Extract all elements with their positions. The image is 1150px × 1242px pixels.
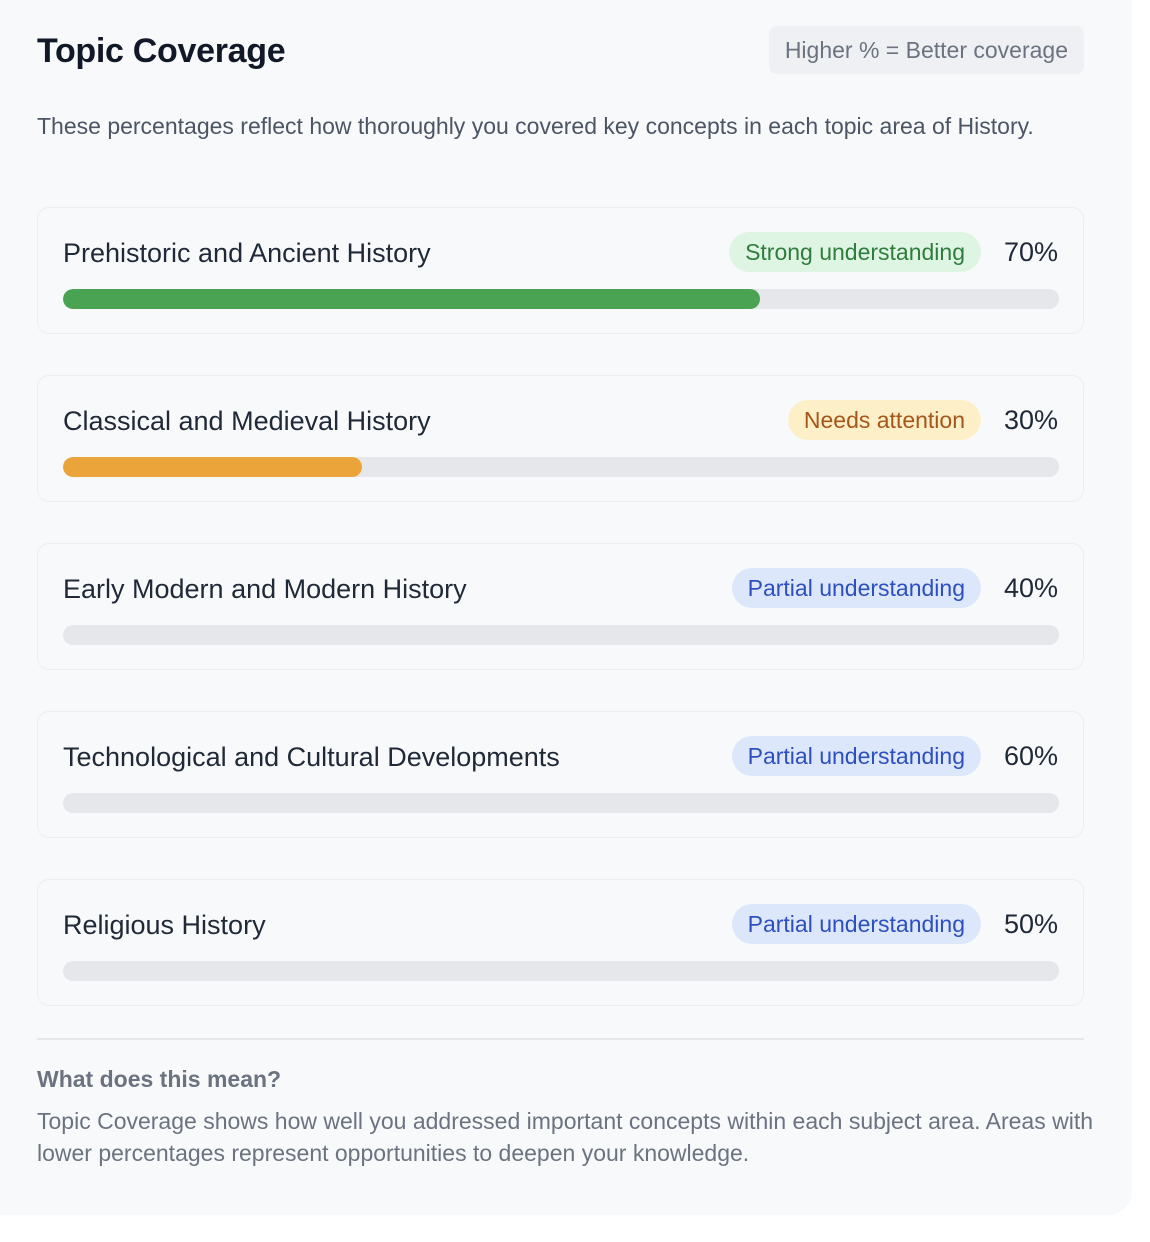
topic-percent: 60% xyxy=(1003,740,1058,771)
topic-name: Technological and Cultural Developments xyxy=(63,742,560,772)
topic-name: Religious History xyxy=(63,910,266,940)
page-title: Topic Coverage xyxy=(37,32,286,70)
topic-percent: 70% xyxy=(1003,236,1058,267)
topic-meta: Partial understanding 50% xyxy=(731,904,1058,944)
topic-name: Classical and Medieval History xyxy=(63,406,431,436)
topic-card: Religious History Partial understanding … xyxy=(37,879,1084,1006)
topic-meta: Strong understanding 70% xyxy=(729,232,1058,272)
panel-description: These percentages reflect how thoroughly… xyxy=(37,113,1034,139)
footer-divider xyxy=(37,1038,1084,1040)
footer-heading: What does this mean? xyxy=(37,1066,282,1092)
topic-name: Prehistoric and Ancient History xyxy=(63,238,431,268)
progress-track xyxy=(63,289,1059,309)
panel-header: Topic Coverage Higher % = Better coverag… xyxy=(37,26,1084,74)
topic-card: Prehistoric and Ancient History Strong u… xyxy=(37,207,1084,334)
status-badge: Needs attention xyxy=(787,400,981,440)
topic-card: Technological and Cultural Developments … xyxy=(37,711,1084,838)
topic-meta: Partial understanding 60% xyxy=(731,736,1058,776)
topic-coverage-panel: Topic Coverage Higher % = Better coverag… xyxy=(37,26,1094,1166)
progress-track xyxy=(63,793,1059,813)
footer-text: Topic Coverage shows how well you addres… xyxy=(37,1108,1094,1166)
topic-meta: Needs attention 30% xyxy=(787,400,1058,440)
status-badge: Partial understanding xyxy=(731,736,981,776)
progress-fill xyxy=(63,457,362,477)
topic-list: Prehistoric and Ancient History Strong u… xyxy=(37,207,1084,1047)
topic-percent: 50% xyxy=(1003,908,1058,939)
topic-percent: 30% xyxy=(1003,404,1058,435)
topic-name: Early Modern and Modern History xyxy=(63,574,467,604)
status-badge: Partial understanding xyxy=(731,568,981,608)
status-badge: Strong understanding xyxy=(729,232,981,272)
status-badge: Partial understanding xyxy=(731,904,981,944)
coverage-legend-badge: Higher % = Better coverage xyxy=(768,26,1084,74)
progress-track xyxy=(63,457,1059,477)
topic-meta: Partial understanding 40% xyxy=(731,568,1058,608)
topic-card: Classical and Medieval History Needs att… xyxy=(37,375,1084,502)
progress-track xyxy=(63,625,1059,645)
progress-fill xyxy=(63,289,761,309)
progress-track xyxy=(63,961,1059,981)
topic-percent: 40% xyxy=(1003,572,1058,603)
topic-card: Early Modern and Modern History Partial … xyxy=(37,543,1084,670)
